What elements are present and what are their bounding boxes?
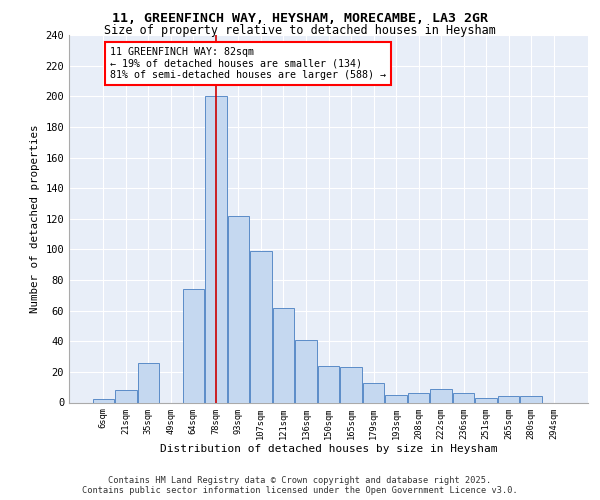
Text: 11, GREENFINCH WAY, HEYSHAM, MORECAMBE, LA3 2GR: 11, GREENFINCH WAY, HEYSHAM, MORECAMBE, … [112, 12, 488, 26]
Y-axis label: Number of detached properties: Number of detached properties [30, 124, 40, 313]
Bar [363, 382, 384, 402]
Text: Contains HM Land Registry data © Crown copyright and database right 2025.
Contai: Contains HM Land Registry data © Crown c… [82, 476, 518, 495]
Bar [475, 398, 497, 402]
Bar [137, 362, 159, 403]
Bar [115, 390, 137, 402]
Bar [430, 388, 452, 402]
Bar [453, 394, 475, 402]
Bar [520, 396, 542, 402]
Bar [385, 395, 407, 402]
Bar [92, 400, 114, 402]
Bar [498, 396, 520, 402]
Bar [295, 340, 317, 402]
Bar [408, 394, 429, 402]
Bar [318, 366, 339, 403]
X-axis label: Distribution of detached houses by size in Heysham: Distribution of detached houses by size … [160, 444, 497, 454]
Bar [205, 96, 227, 403]
Bar [182, 289, 204, 403]
Bar [250, 251, 272, 402]
Text: Size of property relative to detached houses in Heysham: Size of property relative to detached ho… [104, 24, 496, 37]
Bar [228, 216, 249, 402]
Bar [273, 308, 294, 402]
Bar [340, 368, 362, 402]
Text: 11 GREENFINCH WAY: 82sqm
← 19% of detached houses are smaller (134)
81% of semi-: 11 GREENFINCH WAY: 82sqm ← 19% of detach… [110, 48, 386, 80]
